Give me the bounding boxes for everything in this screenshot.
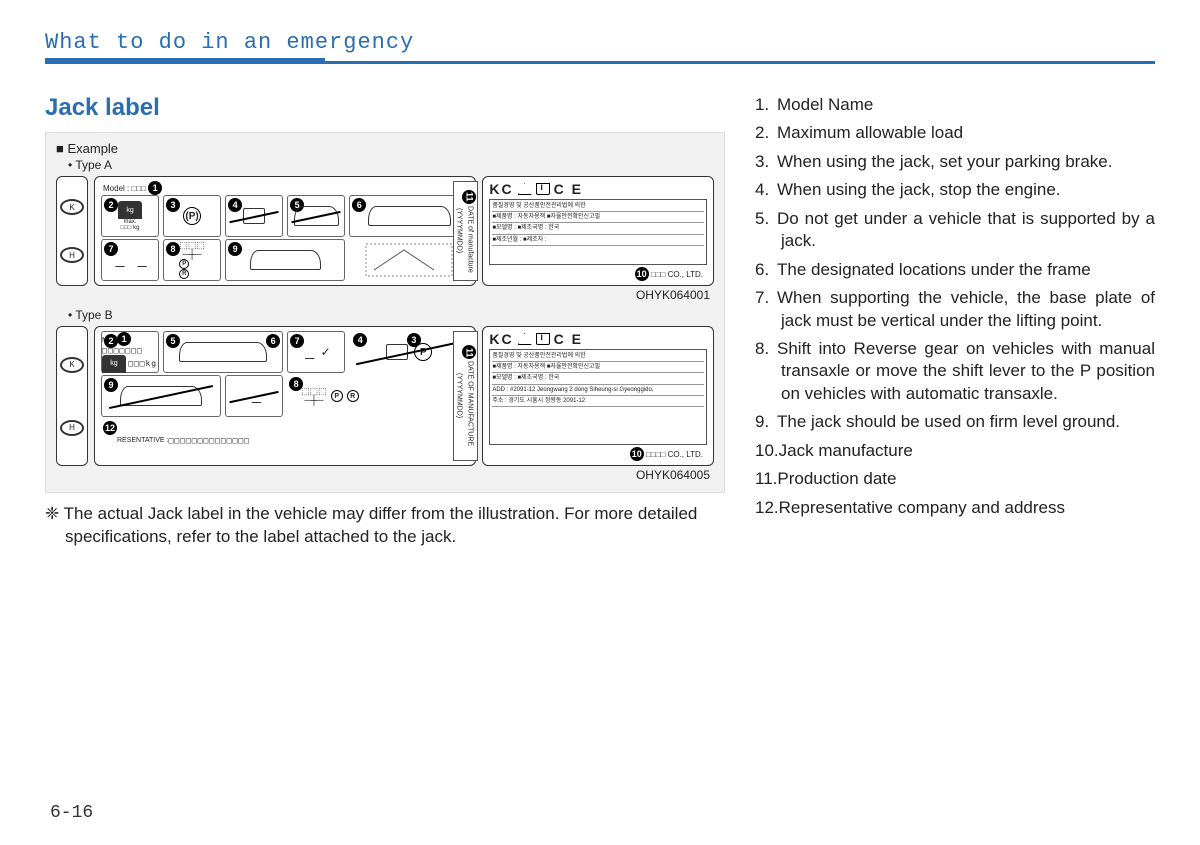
pictogram-panel-a: Model : □□□ 1 2 kg max. □□□ kg 3: [94, 176, 476, 286]
legend-item: 1.Model Name: [755, 94, 1155, 116]
legend-item: 4.When using the jack, stop the engine.: [755, 179, 1155, 201]
picto-engine-brake-b: 4 3 P: [349, 331, 469, 373]
example-label: ■ Example: [56, 141, 714, 156]
representative-line: 12 RESENTATIVE : □□□□□□□□□□□□□□: [101, 419, 283, 461]
picto-shift-gear-b: 8 ⬚⬚⬚─┼─ P R: [287, 375, 407, 417]
pictogram-panel-b: 2 Max.1□□□□□□□ kg□□□kg 56 7 ✓: [94, 326, 476, 466]
picto-placeholder: [349, 239, 469, 281]
picto-parking-brake: 3 (P): [163, 195, 221, 237]
picto-max-load: 2 kg max. □□□ kg: [101, 195, 159, 237]
legend-item: 12.Representative company and address: [755, 497, 1155, 519]
brand-logos-a: K H: [56, 176, 88, 286]
jack-label-type-b: K H 2 Max.1□□□□□□□ kg□□□kg 56: [56, 326, 714, 466]
hyundai-logo-icon: H: [60, 420, 84, 436]
figure-code-b: OHYK064005: [56, 468, 710, 482]
type-a-label: • Type A: [68, 158, 714, 172]
page-content: Jack label ■ Example • Type A K H Model …: [45, 94, 1155, 549]
company-line-b: 10 □□□□ CO., LTD.: [489, 447, 707, 461]
picto-jack-wrong-b: [225, 375, 283, 417]
picto-jack-points-b: 56: [163, 331, 283, 373]
date-vertical-b: 11DATE OF MANUFACTURE (YYYYMMDD): [453, 331, 478, 461]
picto-vertical-jack: 7: [101, 239, 159, 281]
company-line-a: 10 □□□ CO., LTD.: [489, 267, 707, 281]
figure-container: ■ Example • Type A K H Model : □□□ 1 2 k…: [45, 132, 725, 493]
header-rule: [45, 61, 1155, 64]
label-legend-list: 1.Model Name 2.Maximum allowable load 3.…: [755, 94, 1155, 519]
picto-vertical-jack-b: 7 ✓: [287, 331, 345, 373]
picto-firm-ground: 9: [225, 239, 345, 281]
legend-item: 11.Production date: [755, 468, 1155, 490]
figure-footnote: ❈ The actual Jack label in the vehicle m…: [45, 503, 725, 549]
picto-no-under-car: 5: [287, 195, 345, 237]
chapter-title: What to do in an emergency: [45, 30, 1155, 59]
chapter-header: What to do in an emergency: [45, 30, 1155, 64]
warning-triangle-icon: [518, 333, 532, 345]
info-panel-b: KCC E 품질경영 및 공산품안전관리법에 의한 ■제품명 : 자동차용잭 ■…: [482, 326, 714, 466]
picto-jack-points: 6: [349, 195, 469, 237]
legend-item: 6.The designated locations under the fra…: [755, 259, 1155, 281]
legend-item: 3.When using the jack, set your parking …: [755, 151, 1155, 173]
figure-code-a: OHYK064001: [56, 288, 710, 302]
cert-info-table: 품질경영 및 공산품안전관리법에 의한 ■제품명 : 자동차용잭 ■자율안전확인…: [489, 199, 707, 265]
section-heading: Jack label: [45, 94, 725, 122]
right-column: 1.Model Name 2.Maximum allowable load 3.…: [755, 94, 1155, 549]
cert-marks-a: KCC E: [489, 181, 707, 197]
jack-label-type-a: K H Model : □□□ 1 2 kg max. □□□ kg: [56, 176, 714, 286]
jack-detail-icon: [364, 242, 454, 278]
picto-shift-gear: 8 ⬚⬚⬚─┼─P R: [163, 239, 221, 281]
cert-info-table-b: 품질경영 및 공산품안전관리법에 의한 ■제품명 : 자동차용잭 ■자율안전확인…: [489, 349, 707, 445]
date-vertical-a: 11DATE of manufacture (YYYYMMDD): [453, 181, 478, 281]
legend-item: 8.Shift into Reverse gear on vehicles wi…: [755, 338, 1155, 405]
kia-logo-icon: K: [60, 199, 84, 215]
info-panel-a: KCC E 품질경영 및 공산품안전관리법에 의한 ■제품명 : 자동차용잭 ■…: [482, 176, 714, 286]
manual-book-icon: [536, 333, 550, 345]
legend-item: 9.The jack should be used on firm level …: [755, 411, 1155, 433]
cert-marks-b: KCC E: [489, 331, 707, 347]
brand-logos-b: K H: [56, 326, 88, 466]
legend-item: 10.Jack manufacture: [755, 440, 1155, 462]
type-b-label: • Type B: [68, 308, 714, 322]
picto-max-load-b: 2 Max.1□□□□□□□ kg□□□kg: [101, 331, 159, 373]
picto-stop-engine: 4: [225, 195, 283, 237]
left-column: Jack label ■ Example • Type A K H Model …: [45, 94, 725, 549]
page-number: 6-16: [50, 803, 93, 823]
model-line: Model : □□□ 1: [103, 181, 162, 195]
picto-firm-ground-b: 9: [101, 375, 221, 417]
manual-book-icon: [536, 183, 550, 195]
legend-item: 2.Maximum allowable load: [755, 122, 1155, 144]
legend-item: 5.Do not get under a vehicle that is sup…: [755, 208, 1155, 253]
legend-item: 7.When supporting the vehicle, the base …: [755, 287, 1155, 332]
kia-logo-icon: K: [60, 357, 84, 373]
warning-triangle-icon: [518, 183, 532, 195]
hyundai-logo-icon: H: [60, 247, 84, 263]
